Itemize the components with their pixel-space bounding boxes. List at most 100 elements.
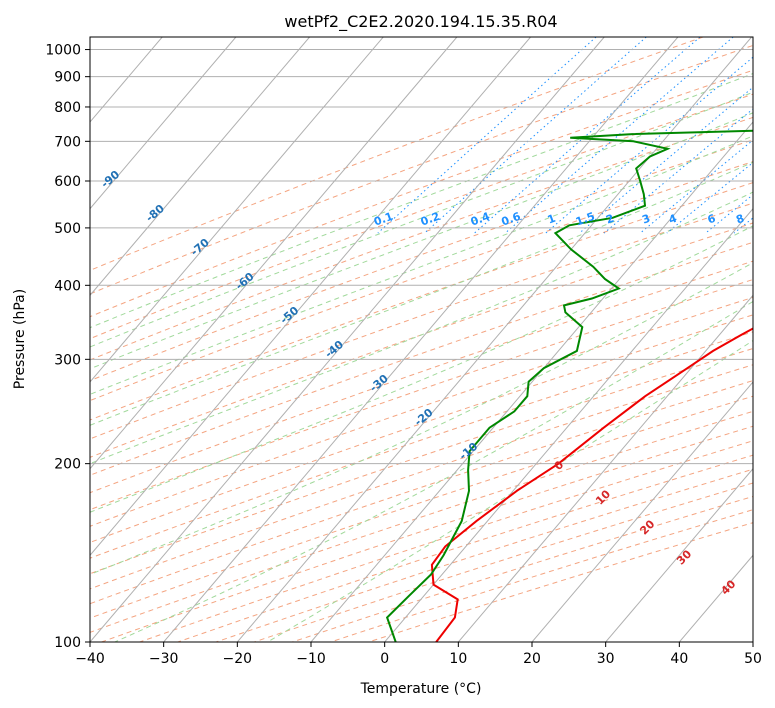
y-tick-label: 700 xyxy=(54,134,81,150)
moist-adiabat-line xyxy=(90,225,753,513)
mixing-ratio-label: 3 xyxy=(640,212,652,227)
plot-frame xyxy=(89,36,754,643)
dry-adiabat-line xyxy=(90,331,753,559)
isotherm-line xyxy=(90,37,458,470)
mixing-ratio-label: 4 xyxy=(667,212,679,227)
isotherm-line xyxy=(384,207,753,642)
mixing-ratio-label: 8 xyxy=(734,212,746,227)
mixing-ratio-label: 6 xyxy=(706,212,718,227)
isotherm-line xyxy=(605,467,753,642)
y-tick-label: 400 xyxy=(54,278,81,294)
moist-adiabat-line xyxy=(267,340,753,642)
moist-adiabat-line xyxy=(90,112,753,370)
dry-adiabat-line xyxy=(330,509,753,642)
dry-adiabat-line xyxy=(90,296,753,527)
y-tick-label: 200 xyxy=(54,457,81,473)
moist-adiabat-line xyxy=(90,73,753,329)
dry-adiabat-line xyxy=(90,160,753,402)
x-tick-label: −30 xyxy=(149,651,179,667)
y-tick-label: 900 xyxy=(54,70,81,86)
isobars xyxy=(90,49,753,642)
moist-adiabat-label: 20 xyxy=(637,517,657,537)
moist-adiabats xyxy=(90,73,753,642)
dry-adiabat-line xyxy=(90,37,704,271)
y-tick-label: 600 xyxy=(54,174,81,190)
mixing-ratio-label: 10 xyxy=(753,210,772,228)
isotherm-label: -60 xyxy=(233,270,257,293)
dry-adiabat-line xyxy=(90,380,753,605)
x-tick-label: 40 xyxy=(670,651,688,667)
mixing-ratio-line xyxy=(733,217,753,234)
isotherm-label: -40 xyxy=(322,338,346,361)
moist-adiabat-line xyxy=(90,135,753,395)
mixing-ratio-line xyxy=(424,37,647,234)
mixing-ratio-label: 1.5 xyxy=(574,210,597,229)
isotherm-line xyxy=(90,37,605,642)
y-tick-label: 100 xyxy=(54,635,81,651)
mixing-ratio-label: 0.4 xyxy=(469,210,492,229)
y-tick-label: 300 xyxy=(54,352,81,368)
moist-adiabat-label: 30 xyxy=(674,547,694,567)
y-tick-label: 800 xyxy=(54,100,81,116)
isotherm-label: -90 xyxy=(99,168,123,191)
dry-adiabat-line xyxy=(90,182,753,421)
x-axis: −40 −30 −20 −10 0 10 20 30 40 50 xyxy=(75,642,762,667)
mixing-ratio-line xyxy=(504,37,734,234)
plot-area: -100-90-80-70-60-50-40-30-20-100.1 0.2 0.4… xyxy=(90,37,775,642)
y-tick-label: 1000 xyxy=(45,43,81,59)
moist-adiabat-line xyxy=(90,262,753,575)
dry-adiabat-line xyxy=(292,495,753,642)
isotherms xyxy=(90,37,753,642)
sounding-series-line xyxy=(385,129,753,642)
dry-adiabat-line xyxy=(90,347,753,575)
isotherm-line xyxy=(90,37,310,297)
mixing-ratio-lines xyxy=(377,37,775,234)
mixing-ratio-label: 0.2 xyxy=(419,210,442,229)
x-tick-label: 50 xyxy=(744,651,762,667)
moist-adiabat-line xyxy=(90,191,753,465)
sounding-series-line xyxy=(430,327,753,642)
isotherm-line xyxy=(310,121,753,642)
dry-adiabat-line xyxy=(90,279,753,511)
y-tick-label: 500 xyxy=(54,221,81,237)
moist-adiabat-label: 40 xyxy=(718,577,738,597)
isotherm-line xyxy=(531,381,753,642)
mixing-ratio-label: 0.1 xyxy=(372,210,395,229)
moist-adiabat-line xyxy=(90,161,753,426)
x-tick-label: 30 xyxy=(597,651,615,667)
x-tick-label: −10 xyxy=(296,651,326,667)
dry-adiabat-line xyxy=(90,202,753,440)
y-axis-label: Pressure (hPa) xyxy=(12,289,28,389)
isotherm-line xyxy=(236,37,752,642)
mixing-ratio-label: 1 xyxy=(546,212,558,227)
x-tick-label: 10 xyxy=(449,651,467,667)
mixing-ratio-line xyxy=(757,37,775,233)
mixing-ratio-line xyxy=(474,37,701,234)
chart-title: wetPf2_C2E2.2020.194.15.35.R04 xyxy=(284,12,557,32)
isotherm-line xyxy=(163,37,679,642)
x-axis-label: Temperature (°C) xyxy=(360,681,482,697)
x-tick-label: 20 xyxy=(523,651,541,667)
isotherm-label: -30 xyxy=(367,372,391,395)
mixing-ratio-line xyxy=(545,56,753,234)
isotherm-line xyxy=(90,37,531,557)
dry-adiabat-line xyxy=(90,44,753,295)
isotherm-line xyxy=(90,37,384,383)
moist-adiabat-label: 10 xyxy=(593,487,613,507)
dry-adiabat-line xyxy=(215,468,753,642)
dry-adiabat-line xyxy=(90,69,753,318)
series-layer xyxy=(385,129,753,642)
mixing-ratio-line xyxy=(377,37,597,234)
x-tick-label: 0 xyxy=(380,651,389,667)
line-labels: -100-90-80-70-60-50-40-30-20-100.1 0.2 0.4… xyxy=(99,168,772,598)
x-tick-label: −40 xyxy=(75,651,105,667)
y-axis: 100 200 300 400 500 600 700 800 900 1000 xyxy=(45,43,90,651)
isotherm-line xyxy=(457,294,753,642)
mixing-ratio-line xyxy=(639,139,753,234)
mixing-ratio-label: 0.6 xyxy=(500,210,523,229)
isotherm-label: -50 xyxy=(278,304,302,327)
x-tick-label: −20 xyxy=(223,651,253,667)
isotherm-line xyxy=(90,37,237,210)
isotherm-label: -80 xyxy=(143,202,167,225)
